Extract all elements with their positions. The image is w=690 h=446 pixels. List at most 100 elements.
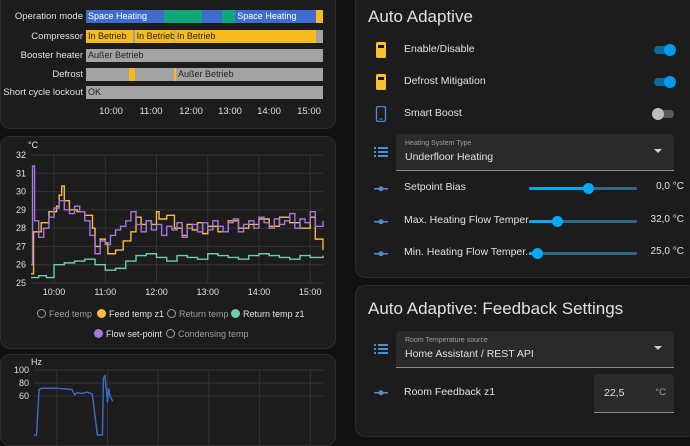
y-tick-label: 26 (16, 260, 26, 270)
timeline-segment[interactable]: Space Heating (235, 10, 316, 23)
series-line[interactable] (31, 253, 324, 279)
legend-label: Return temp z1 (243, 309, 305, 319)
enable-disable-toggle[interactable] (652, 44, 676, 56)
x-tick-label: 10:00 (43, 287, 66, 297)
toggle-row-smart-boost[interactable]: Smart Boost (356, 98, 690, 130)
timeline-segment[interactable]: In Betrieb (134, 30, 174, 43)
slider-line-icon (374, 219, 388, 225)
legend-item[interactable]: Feed temp (37, 309, 92, 319)
toggle-row-defrost[interactable]: Defrost Mitigation (356, 66, 690, 98)
x-tick-label: 11:00 (94, 287, 116, 297)
y-tick-label: 29 (16, 205, 26, 215)
timeline-bar[interactable]: OK (86, 86, 323, 99)
legend-item[interactable]: Return temp (167, 309, 229, 319)
timeline-segment[interactable] (133, 30, 136, 43)
x-tick-label: 15:00 (299, 287, 322, 297)
room-temperature-source-select[interactable]: Room Temperature source Home Assistant /… (396, 331, 674, 368)
feedback-settings-title: Auto Adaptive: Feedback Settings (368, 299, 624, 318)
timeline-row-label: Operation mode (14, 11, 83, 22)
timeline-row-label: Defrost (52, 69, 83, 80)
timeline-tick-label: 10:00 (99, 106, 123, 117)
y-tick-label: 60 (19, 391, 29, 401)
x-tick-label: 12:00 (145, 287, 168, 297)
chevron-down-icon (654, 346, 662, 350)
y-tick-label: 31 (16, 168, 26, 178)
slider-thumb[interactable] (552, 216, 564, 227)
timeline-bar[interactable]: In Betrieb In Betrieb In Betrieb (86, 30, 323, 43)
timeline-segment[interactable] (173, 68, 177, 81)
smart-boost-toggle[interactable] (652, 108, 676, 120)
legend-item[interactable]: Flow set-point (94, 329, 162, 339)
timeline-segment[interactable] (164, 10, 203, 23)
timeline-row-label: Booster heater (20, 50, 83, 61)
slider-row: Min. Heating Flow Temper... 25,0 °C (356, 237, 690, 269)
toggle-label: Smart Boost (404, 107, 462, 119)
y-tick-label: 28 (16, 223, 26, 233)
series-line[interactable] (34, 374, 114, 436)
slider-thumb[interactable] (583, 183, 595, 194)
timeline-bar[interactable]: Space Heating Space Heating (86, 10, 323, 23)
list-icon (374, 147, 388, 157)
slider-value: 32,0 °C (650, 214, 684, 225)
timeline-tick-label: 13:00 (218, 106, 242, 117)
legend-item[interactable]: Feed temp z1 (97, 309, 164, 319)
slider-thumb[interactable] (531, 248, 543, 259)
y-tick-label: 25 (16, 278, 26, 288)
slider-track[interactable] (529, 216, 637, 227)
timeline-segment[interactable] (173, 30, 176, 43)
timeline-segment[interactable]: Außer Betrieb (176, 68, 323, 81)
defrost-mitigation-toggle[interactable] (652, 76, 676, 88)
temperature-chart[interactable]: °C 25 26 27 28 29 30 31 32 10:00 11:00 12:00 13:00 1… (1, 137, 335, 348)
series-line[interactable] (31, 165, 324, 266)
timeline-row-label: Short cycle lockout (3, 87, 83, 98)
timeline-segment[interactable] (315, 10, 323, 23)
timeline-segment[interactable] (128, 68, 135, 81)
slider-fill (529, 187, 589, 190)
timeline-bar[interactable]: Außer Betrieb (86, 68, 323, 81)
slider-line-icon (374, 186, 388, 192)
timeline-bar[interactable]: Außer Betrieb (86, 49, 323, 62)
legend-label: Feed temp (49, 309, 93, 319)
legend-swatch (231, 309, 240, 318)
phone-icon (375, 106, 387, 122)
legend-label: Flow set-point (106, 329, 163, 339)
radiator-icon (376, 42, 386, 58)
legend-label: Feed temp z1 (109, 309, 165, 319)
slider-value: 25,0 °C (650, 246, 684, 257)
timeline-segment[interactable]: Space Heating (86, 10, 165, 23)
slider-value: 0,0 °C (656, 181, 684, 192)
timeline-segment[interactable] (222, 10, 236, 23)
legend-item[interactable]: Condensing temp (166, 329, 249, 339)
timeline-segment[interactable]: OK (86, 86, 323, 99)
timeline-segment[interactable]: Außer Betrieb (86, 49, 323, 62)
frequency-unit-label: Hz (31, 357, 42, 367)
y-tick-label: 100 (14, 365, 29, 375)
slider-track[interactable] (529, 183, 637, 194)
y-tick-label: 27 (16, 241, 26, 251)
slider-fill (529, 220, 558, 223)
timeline-segment[interactable]: In Betrieb (86, 30, 134, 43)
slider-track[interactable] (529, 248, 637, 259)
y-tick-label: 30 (16, 187, 26, 197)
legend-item[interactable]: Return temp z1 (231, 309, 305, 319)
slider-row: Max. Heating Flow Temper... 32,0 °C (356, 205, 690, 237)
timeline-tick-label: 14:00 (257, 106, 281, 117)
auto-adaptive-title: Auto Adaptive (368, 7, 473, 26)
toggle-row-enable[interactable]: Enable/Disable (356, 34, 690, 66)
timeline-segment[interactable]: In Betrieb (174, 30, 316, 43)
room-feedback-input[interactable]: 22,5 °C (594, 374, 674, 413)
select-label: Heating System Type (405, 140, 472, 147)
feedback-settings-card: Auto Adaptive: Feedback Settings Room Te… (355, 285, 690, 437)
toggle-label: Enable/Disable (404, 43, 475, 55)
legend-swatch (166, 329, 175, 338)
heating-system-type-select[interactable]: Heating System Type Underfloor Heating (396, 134, 674, 171)
legend-swatch (94, 329, 103, 338)
slider-row: Setpoint Bias 0,0 °C (356, 172, 690, 204)
frequency-chart[interactable]: Hz 60 80 100 (1, 355, 335, 445)
timeline-segment[interactable] (202, 10, 223, 23)
temperature-unit-label: °C (28, 140, 39, 150)
radiator-icon (376, 74, 386, 90)
toggle-label: Defrost Mitigation (404, 75, 486, 87)
x-tick-label: 14:00 (248, 287, 271, 297)
slider-line-icon (374, 251, 388, 257)
